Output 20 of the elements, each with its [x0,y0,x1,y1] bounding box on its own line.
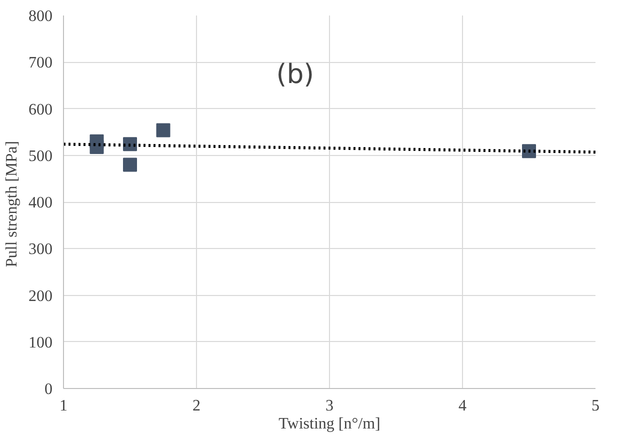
y-tick-label: 0 [44,381,52,398]
point [156,123,170,138]
y-tick-label: 700 [28,54,52,72]
point [123,158,137,172]
x-tick-label: 2 [192,398,200,414]
y-tick-label: 600 [28,101,52,118]
x-tick-label: 4 [458,398,466,414]
point [90,140,104,154]
x-tick-label: 3 [326,398,334,414]
y-axis-title: Pull strength [MPa] [4,140,20,268]
y-tick-label: 100 [28,334,52,352]
x-tick-label: 1 [60,398,68,414]
y-tick-label: 300 [28,241,52,258]
y-tick-label: 500 [28,148,52,165]
x-axis-title: Twisting [n°/m] [278,416,380,432]
x-tick-label: 5 [592,398,600,414]
y-tick-label: 200 [28,288,52,305]
annotation: (b) [276,59,314,90]
y-tick-label: 800 [28,8,52,25]
y-tick-label: 400 [28,194,52,212]
